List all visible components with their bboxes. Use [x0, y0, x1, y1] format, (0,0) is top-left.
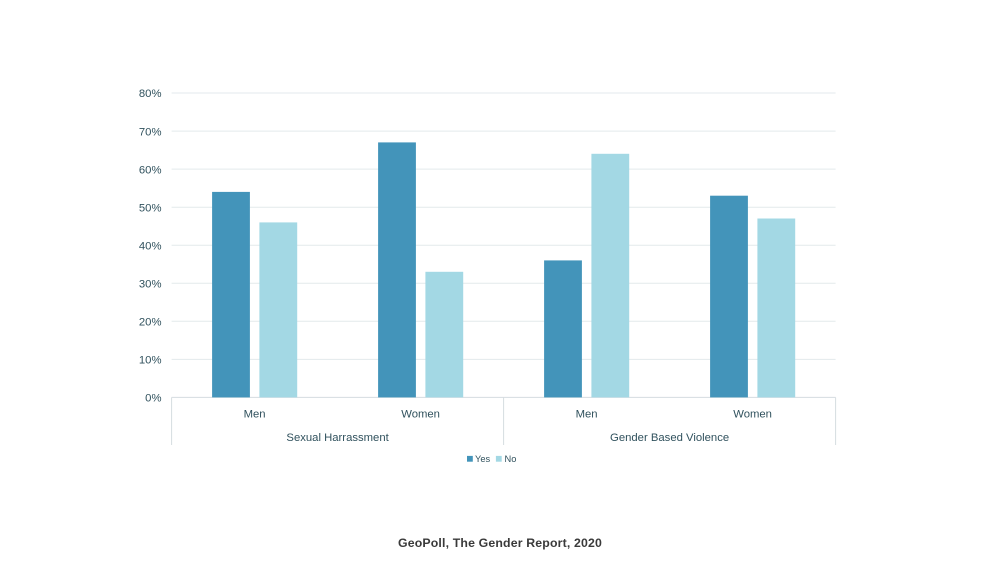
svg-text:Women: Women	[401, 409, 440, 421]
svg-text:No: No	[505, 454, 517, 464]
svg-text:Sexual Harrassment: Sexual Harrassment	[286, 432, 389, 444]
svg-text:50%: 50%	[139, 202, 162, 214]
svg-text:10%: 10%	[139, 355, 162, 367]
svg-text:80%: 80%	[139, 88, 162, 100]
svg-text:60%: 60%	[139, 164, 162, 176]
svg-text:Women: Women	[733, 409, 772, 421]
svg-text:20%: 20%	[139, 317, 162, 329]
svg-text:Men: Men	[576, 409, 598, 421]
svg-text:70%: 70%	[139, 126, 162, 138]
svg-text:30%: 30%	[139, 279, 162, 291]
svg-text:0%: 0%	[145, 393, 161, 405]
svg-text:Men: Men	[244, 409, 266, 421]
svg-text:Gender Based Violence: Gender Based Violence	[610, 432, 729, 444]
svg-text:40%: 40%	[139, 240, 162, 252]
svg-text:Yes: Yes	[475, 454, 491, 464]
svg-text:GeoPoll, The Gender Report, 20: GeoPoll, The Gender Report, 2020	[398, 536, 602, 550]
